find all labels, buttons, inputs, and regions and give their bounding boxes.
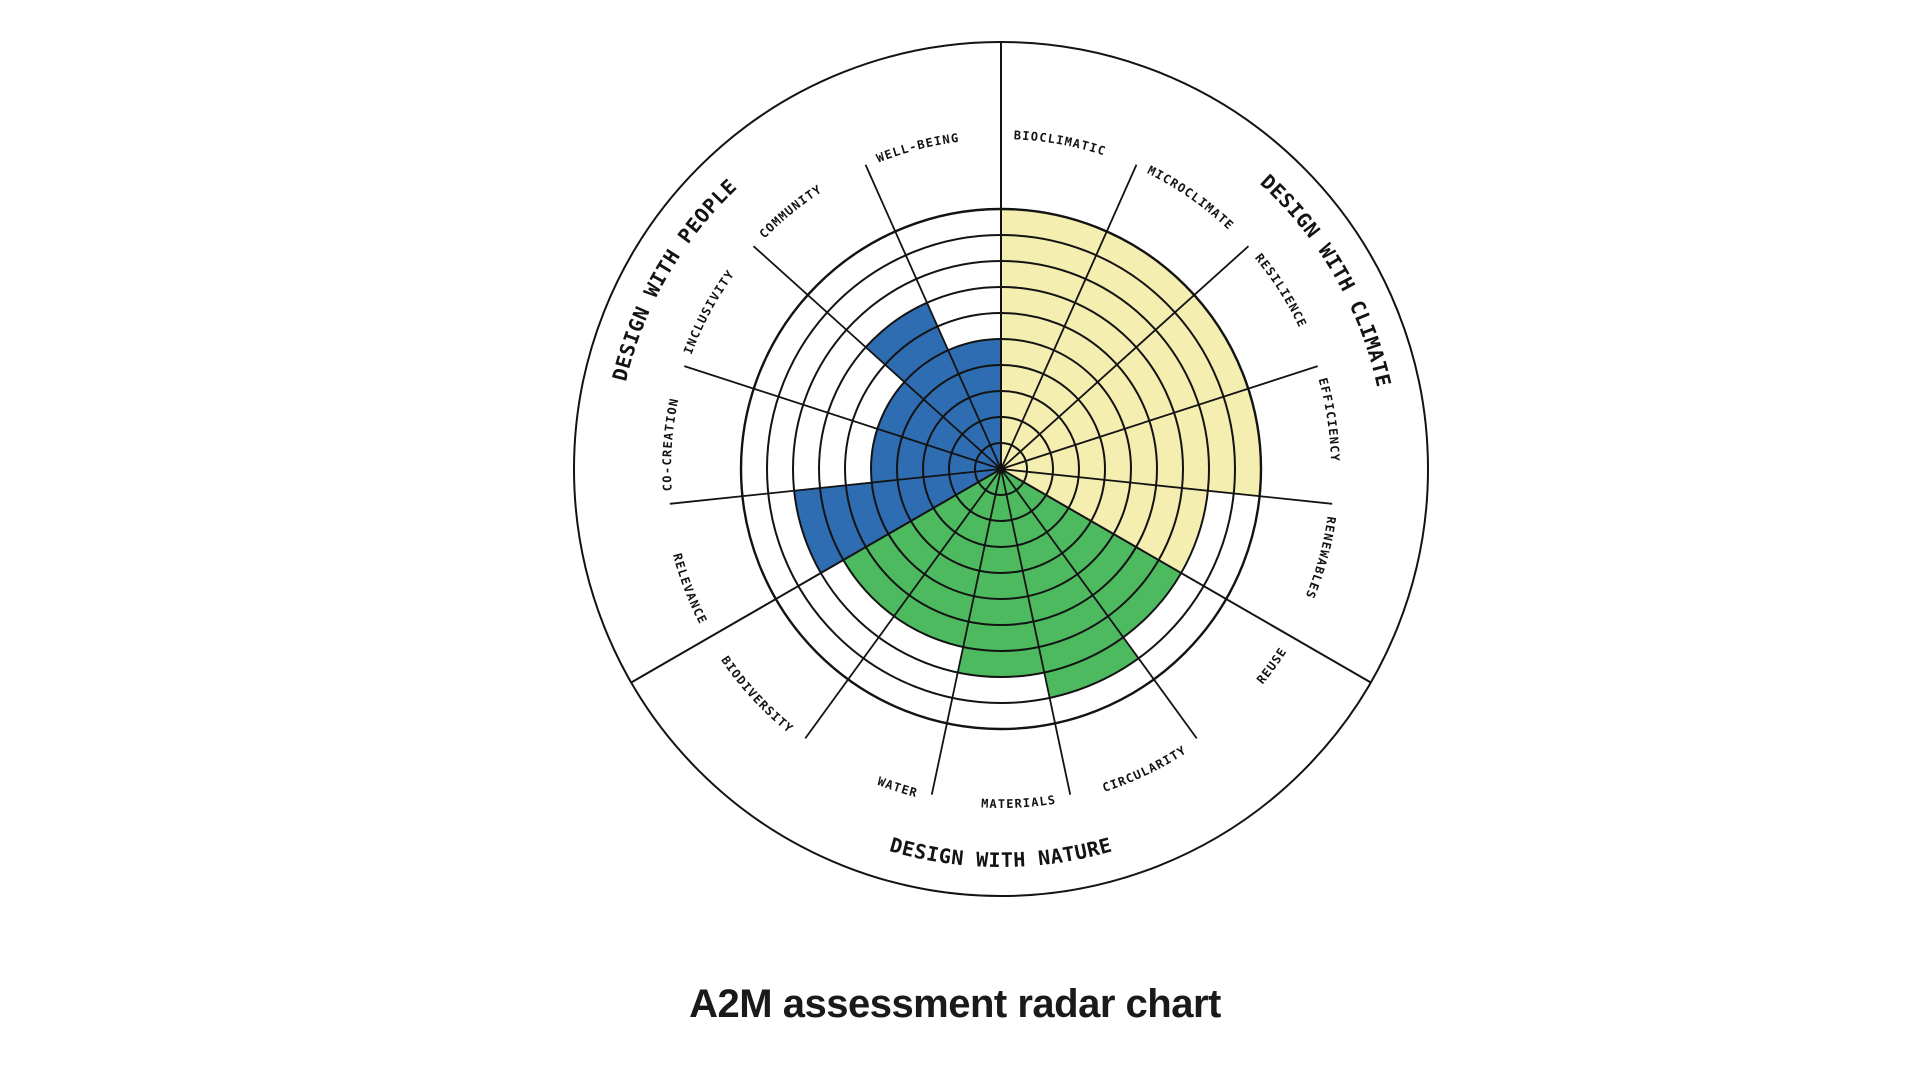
category-spoke-48 xyxy=(1000,245,1250,470)
wedge-efficiency xyxy=(1001,388,1262,497)
category-spoke-144 xyxy=(1000,468,1198,739)
category-label-microclimate: MICROCLIMATE xyxy=(1145,163,1237,233)
wedge-renewables xyxy=(1001,469,1208,573)
category-label-co-creation: CO-CREATION xyxy=(660,396,682,491)
wedge-resilience xyxy=(1001,295,1249,469)
category-spoke-168 xyxy=(1000,468,1072,795)
category-label-biodiversity: BIODIVERSITY xyxy=(718,653,796,736)
category-spoke-72 xyxy=(1000,365,1318,470)
category-spoke-192 xyxy=(930,468,1002,795)
wedge-microclimate xyxy=(1001,231,1195,469)
radar-chart: BIOCLIMATIC MICROCLIMATE RESILIENCE EFFICIE… xyxy=(573,41,1429,897)
category-spoke-24 xyxy=(1000,164,1138,470)
category-label-inclusivity: INCLUSIVITY xyxy=(681,267,738,356)
category-label-community: COMMUNITY xyxy=(757,182,825,241)
wedge-bioclimatic xyxy=(1001,209,1107,469)
category-spoke-312 xyxy=(752,245,1002,470)
category-label-reuse: REUSE xyxy=(1254,645,1290,687)
grid-group xyxy=(573,41,1429,897)
category-label-resilience: RESILIENCE xyxy=(1252,251,1309,330)
wedge-reuse xyxy=(1001,469,1182,638)
category-label-materials: MATERIALS xyxy=(981,793,1057,811)
chart-caption: A2M assessment radar chart xyxy=(689,982,1221,1026)
category-label-relevance: RELEVANCE xyxy=(670,552,710,627)
category-spoke-216 xyxy=(804,468,1002,739)
wedge-co-creation xyxy=(870,428,1001,483)
category-label-well-being: WELL-BEING xyxy=(874,131,960,166)
section-boundary-spoke-120 xyxy=(1000,468,1372,684)
wedges-group xyxy=(794,209,1262,698)
category-spoke-264 xyxy=(669,468,1002,505)
category-label-renewables: RENEWABLES xyxy=(1302,516,1338,602)
category-label-efficiency: EFFICIENCY xyxy=(1316,376,1342,462)
outer-circle xyxy=(573,41,1429,897)
center-dot xyxy=(996,464,1006,474)
wedge-relevance xyxy=(794,469,1001,573)
wedge-inclusivity xyxy=(877,382,1001,469)
category-label-circularity: CIRCULARITY xyxy=(1101,743,1190,795)
category-label-water: WATER xyxy=(876,774,920,800)
wedge-well-being xyxy=(948,339,1001,469)
category-label-bioclimatic: BIOCLIMATIC xyxy=(1013,128,1108,158)
category-spoke-288 xyxy=(684,365,1002,470)
label-path-community xyxy=(764,139,1209,239)
radar-chart-container: BIOCLIMATIC MICROCLIMATE RESILIENCE EFFICIE… xyxy=(573,41,1429,897)
section-title-design-with-nature: DESIGN WITH NATURE xyxy=(887,833,1114,872)
category-spoke-96 xyxy=(1000,468,1333,505)
section-boundary-spoke-240 xyxy=(630,468,1002,684)
wedge-biodiversity xyxy=(843,469,1001,617)
wedge-community xyxy=(865,302,1001,469)
category-spoke-336 xyxy=(864,164,1002,470)
wedge-circularity xyxy=(1001,469,1139,698)
